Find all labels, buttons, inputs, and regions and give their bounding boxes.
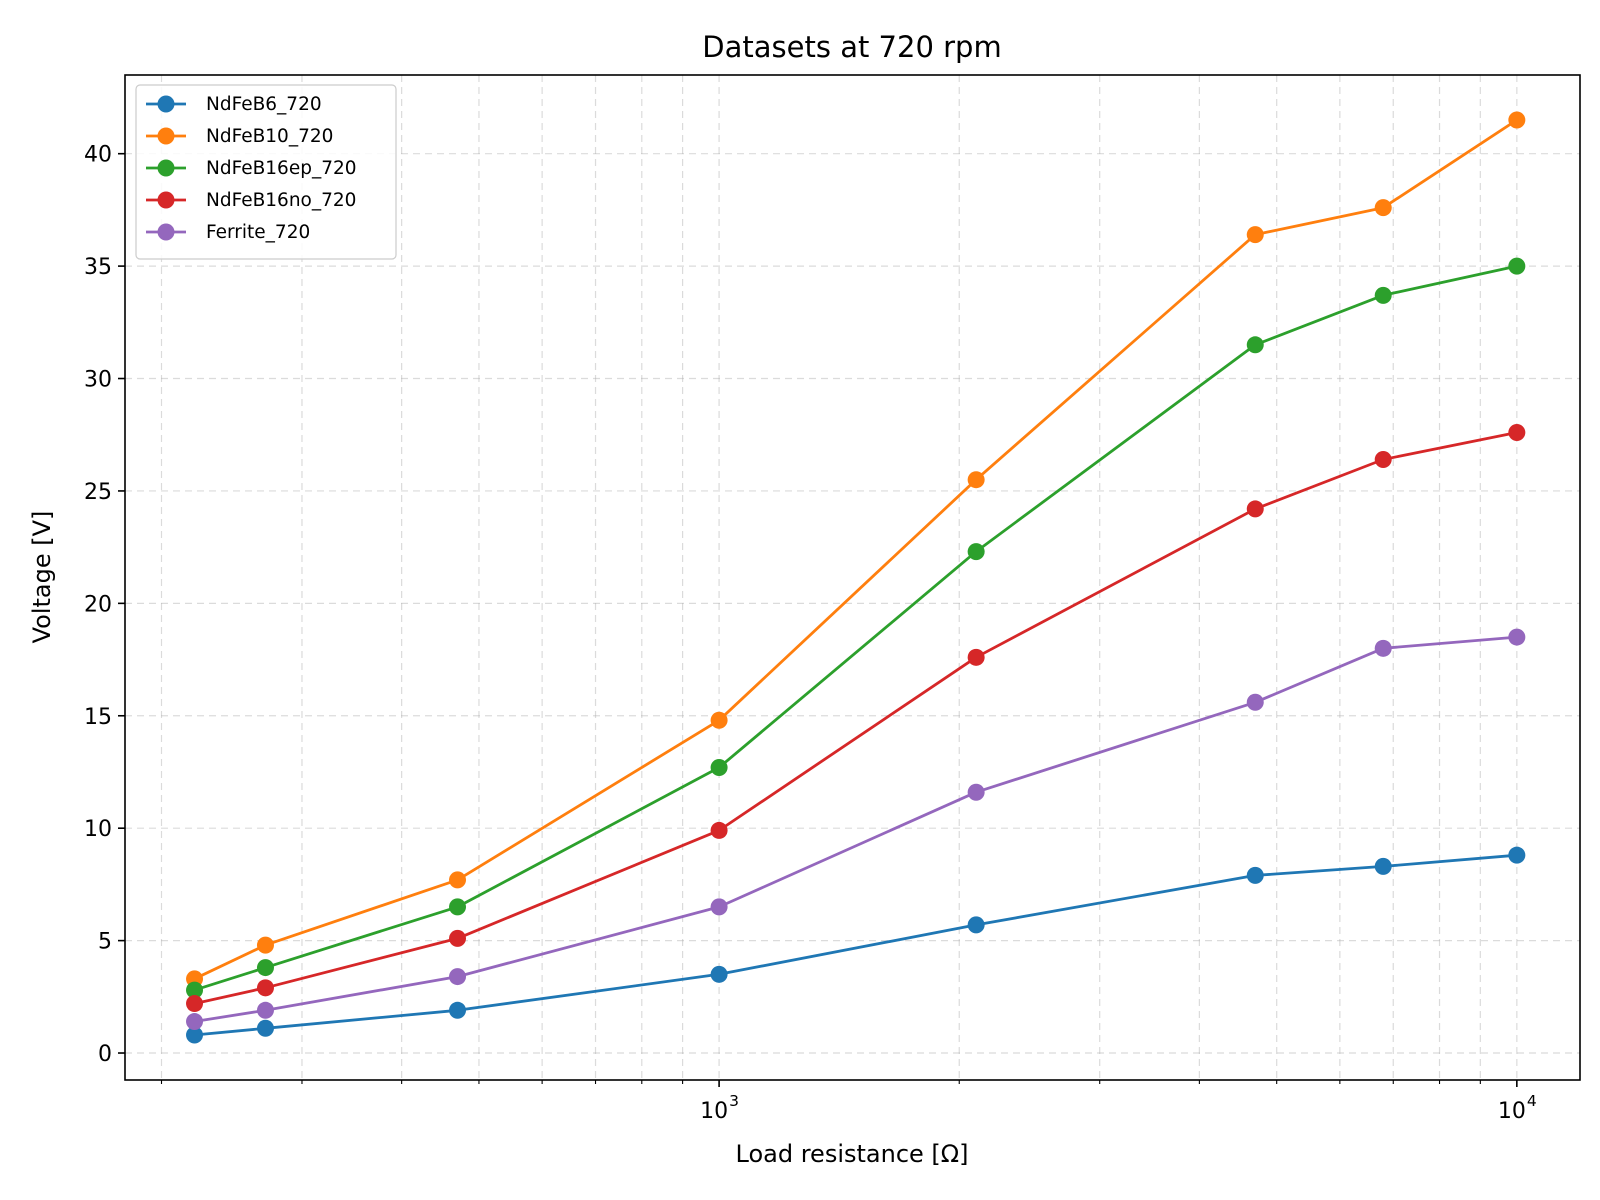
data-point: [186, 1026, 204, 1044]
data-point: [710, 711, 728, 729]
series-line: [194, 635, 1517, 1023]
legend-label: NdFeB6_720: [206, 94, 322, 115]
data-point: [1374, 286, 1392, 304]
data-point: [186, 1013, 204, 1031]
data-point: [1246, 866, 1264, 884]
x-tick-exponent: 4: [1527, 1092, 1537, 1110]
data-point: [449, 968, 467, 986]
x-tick-label: 10: [700, 1099, 728, 1124]
data-point: [1508, 846, 1526, 864]
y-tick-label: 20: [84, 592, 112, 617]
data-point: [1374, 450, 1392, 468]
y-tick-label: 15: [84, 705, 112, 730]
data-point: [256, 979, 274, 997]
data-point: [1246, 336, 1264, 354]
legend-label: Ferrite_720: [206, 222, 310, 243]
data-point: [1508, 257, 1526, 275]
legend-label: NdFeB16no_720: [206, 190, 356, 211]
data-point: [967, 471, 985, 489]
series-NdFeB6_720: [186, 846, 1526, 1044]
data-point: [186, 995, 204, 1013]
y-axis-label: Voltage [V]: [28, 511, 56, 644]
data-point: [967, 543, 985, 561]
data-point: [449, 929, 467, 947]
y-tick-label: 10: [84, 817, 112, 842]
data-point: [1246, 500, 1264, 518]
series-NdFeB16ep_720: [186, 257, 1526, 999]
y-tick-label: 25: [84, 480, 112, 505]
series-Ferrite_720: [186, 628, 1526, 1031]
y-tick-label: 5: [98, 930, 112, 955]
legend-marker: [157, 223, 175, 241]
data-point: [967, 648, 985, 666]
series-line: [194, 431, 1518, 1005]
series-layer: [186, 111, 1526, 1044]
data-point: [710, 821, 728, 839]
data-point: [1374, 857, 1392, 875]
legend: NdFeB6_720 NdFeB10_720 NdFeB16ep_720 NdFeB1…: [135, 84, 397, 260]
x-axis-label: Load resistance [Ω]: [736, 1140, 969, 1168]
legend-box: [135, 84, 397, 260]
data-point: [449, 1001, 467, 1019]
y-tick-label: 40: [84, 143, 112, 168]
series-line: [194, 264, 1518, 992]
data-point: [1246, 693, 1264, 711]
data-point: [710, 965, 728, 983]
series-line: [194, 853, 1517, 1037]
x-tick-exponent: 3: [729, 1092, 739, 1110]
data-point: [710, 898, 728, 916]
data-point: [256, 959, 274, 977]
data-point: [967, 916, 985, 934]
data-point: [1374, 199, 1392, 217]
data-point: [1508, 628, 1526, 646]
data-point: [1246, 226, 1264, 244]
y-tick-label: 35: [84, 255, 112, 280]
legend-marker: [157, 95, 175, 113]
legend-marker: [157, 127, 175, 145]
data-point: [256, 1001, 274, 1019]
legend-marker: [157, 159, 175, 177]
y-tick-label: 0: [98, 1042, 112, 1067]
series-line: [193, 118, 1518, 981]
x-tick-label: 10: [1498, 1099, 1526, 1124]
data-point: [449, 871, 467, 889]
data-point: [710, 758, 728, 776]
data-point: [186, 981, 204, 999]
data-point: [967, 783, 985, 801]
legend-label: NdFeB10_720: [206, 126, 333, 147]
data-point: [1374, 639, 1392, 657]
legend-label: NdFeB16ep_720: [206, 158, 357, 179]
data-point: [1508, 423, 1526, 441]
chart-title: Datasets at 720 rpm: [702, 30, 1001, 64]
series-NdFeB16no_720: [186, 423, 1526, 1013]
legend-marker: [157, 191, 175, 209]
data-point: [1508, 111, 1526, 129]
y-tick-label: 30: [84, 368, 112, 393]
data-point: [449, 898, 467, 916]
plot-frame: [124, 74, 1581, 1081]
data-point: [256, 936, 274, 954]
data-point: [256, 1019, 274, 1037]
